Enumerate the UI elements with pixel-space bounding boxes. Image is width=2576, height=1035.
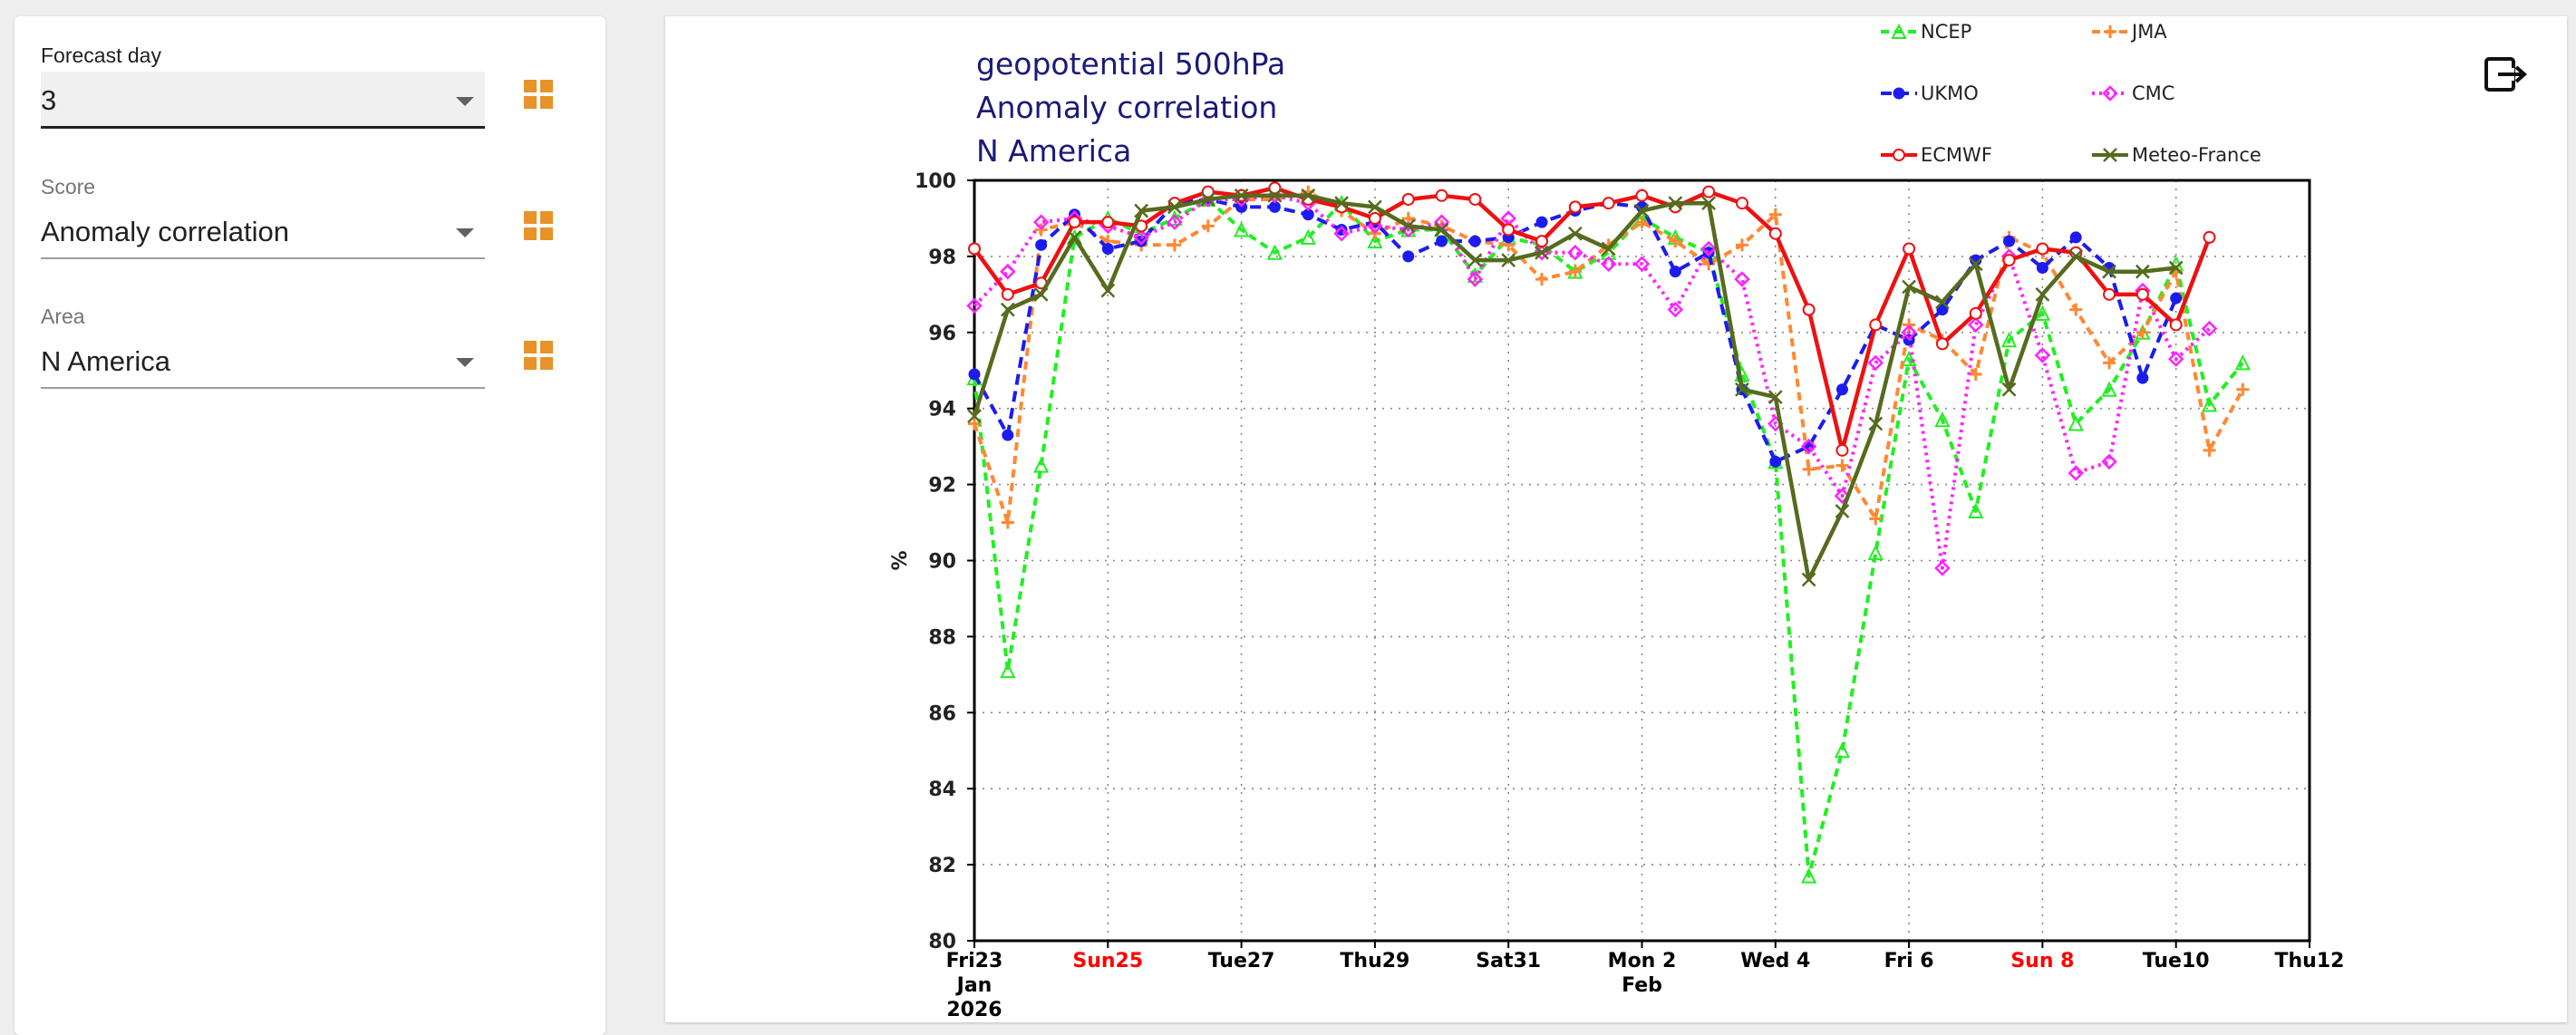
forecast-day-label: Forecast day: [41, 44, 161, 67]
export-icon[interactable]: [2484, 54, 2529, 94]
chevron-down-icon: [456, 97, 474, 106]
area-select[interactable]: N America: [41, 333, 485, 389]
score-field: Score Anomaly correlation: [41, 175, 485, 259]
score-label: Score: [41, 175, 96, 198]
chart-card: [665, 16, 2567, 1022]
chevron-down-icon: [456, 228, 474, 237]
forecast-day-value: 3: [41, 84, 57, 116]
forecast-day-field: Forecast day 3: [41, 44, 485, 129]
score-select[interactable]: Anomaly correlation: [41, 203, 485, 259]
grid-view-icon[interactable]: [524, 341, 553, 370]
area-label: Area: [41, 305, 85, 328]
chevron-down-icon: [456, 358, 474, 367]
forecast-day-select[interactable]: 3: [41, 72, 485, 129]
grid-view-icon[interactable]: [524, 211, 553, 240]
score-value: Anomaly correlation: [41, 216, 289, 247]
grid-view-icon[interactable]: [524, 80, 553, 109]
control-panel: Forecast day 3 Score Anomaly correlation…: [15, 16, 605, 1035]
area-field: Area N America: [41, 305, 485, 389]
area-value: N America: [41, 345, 170, 377]
